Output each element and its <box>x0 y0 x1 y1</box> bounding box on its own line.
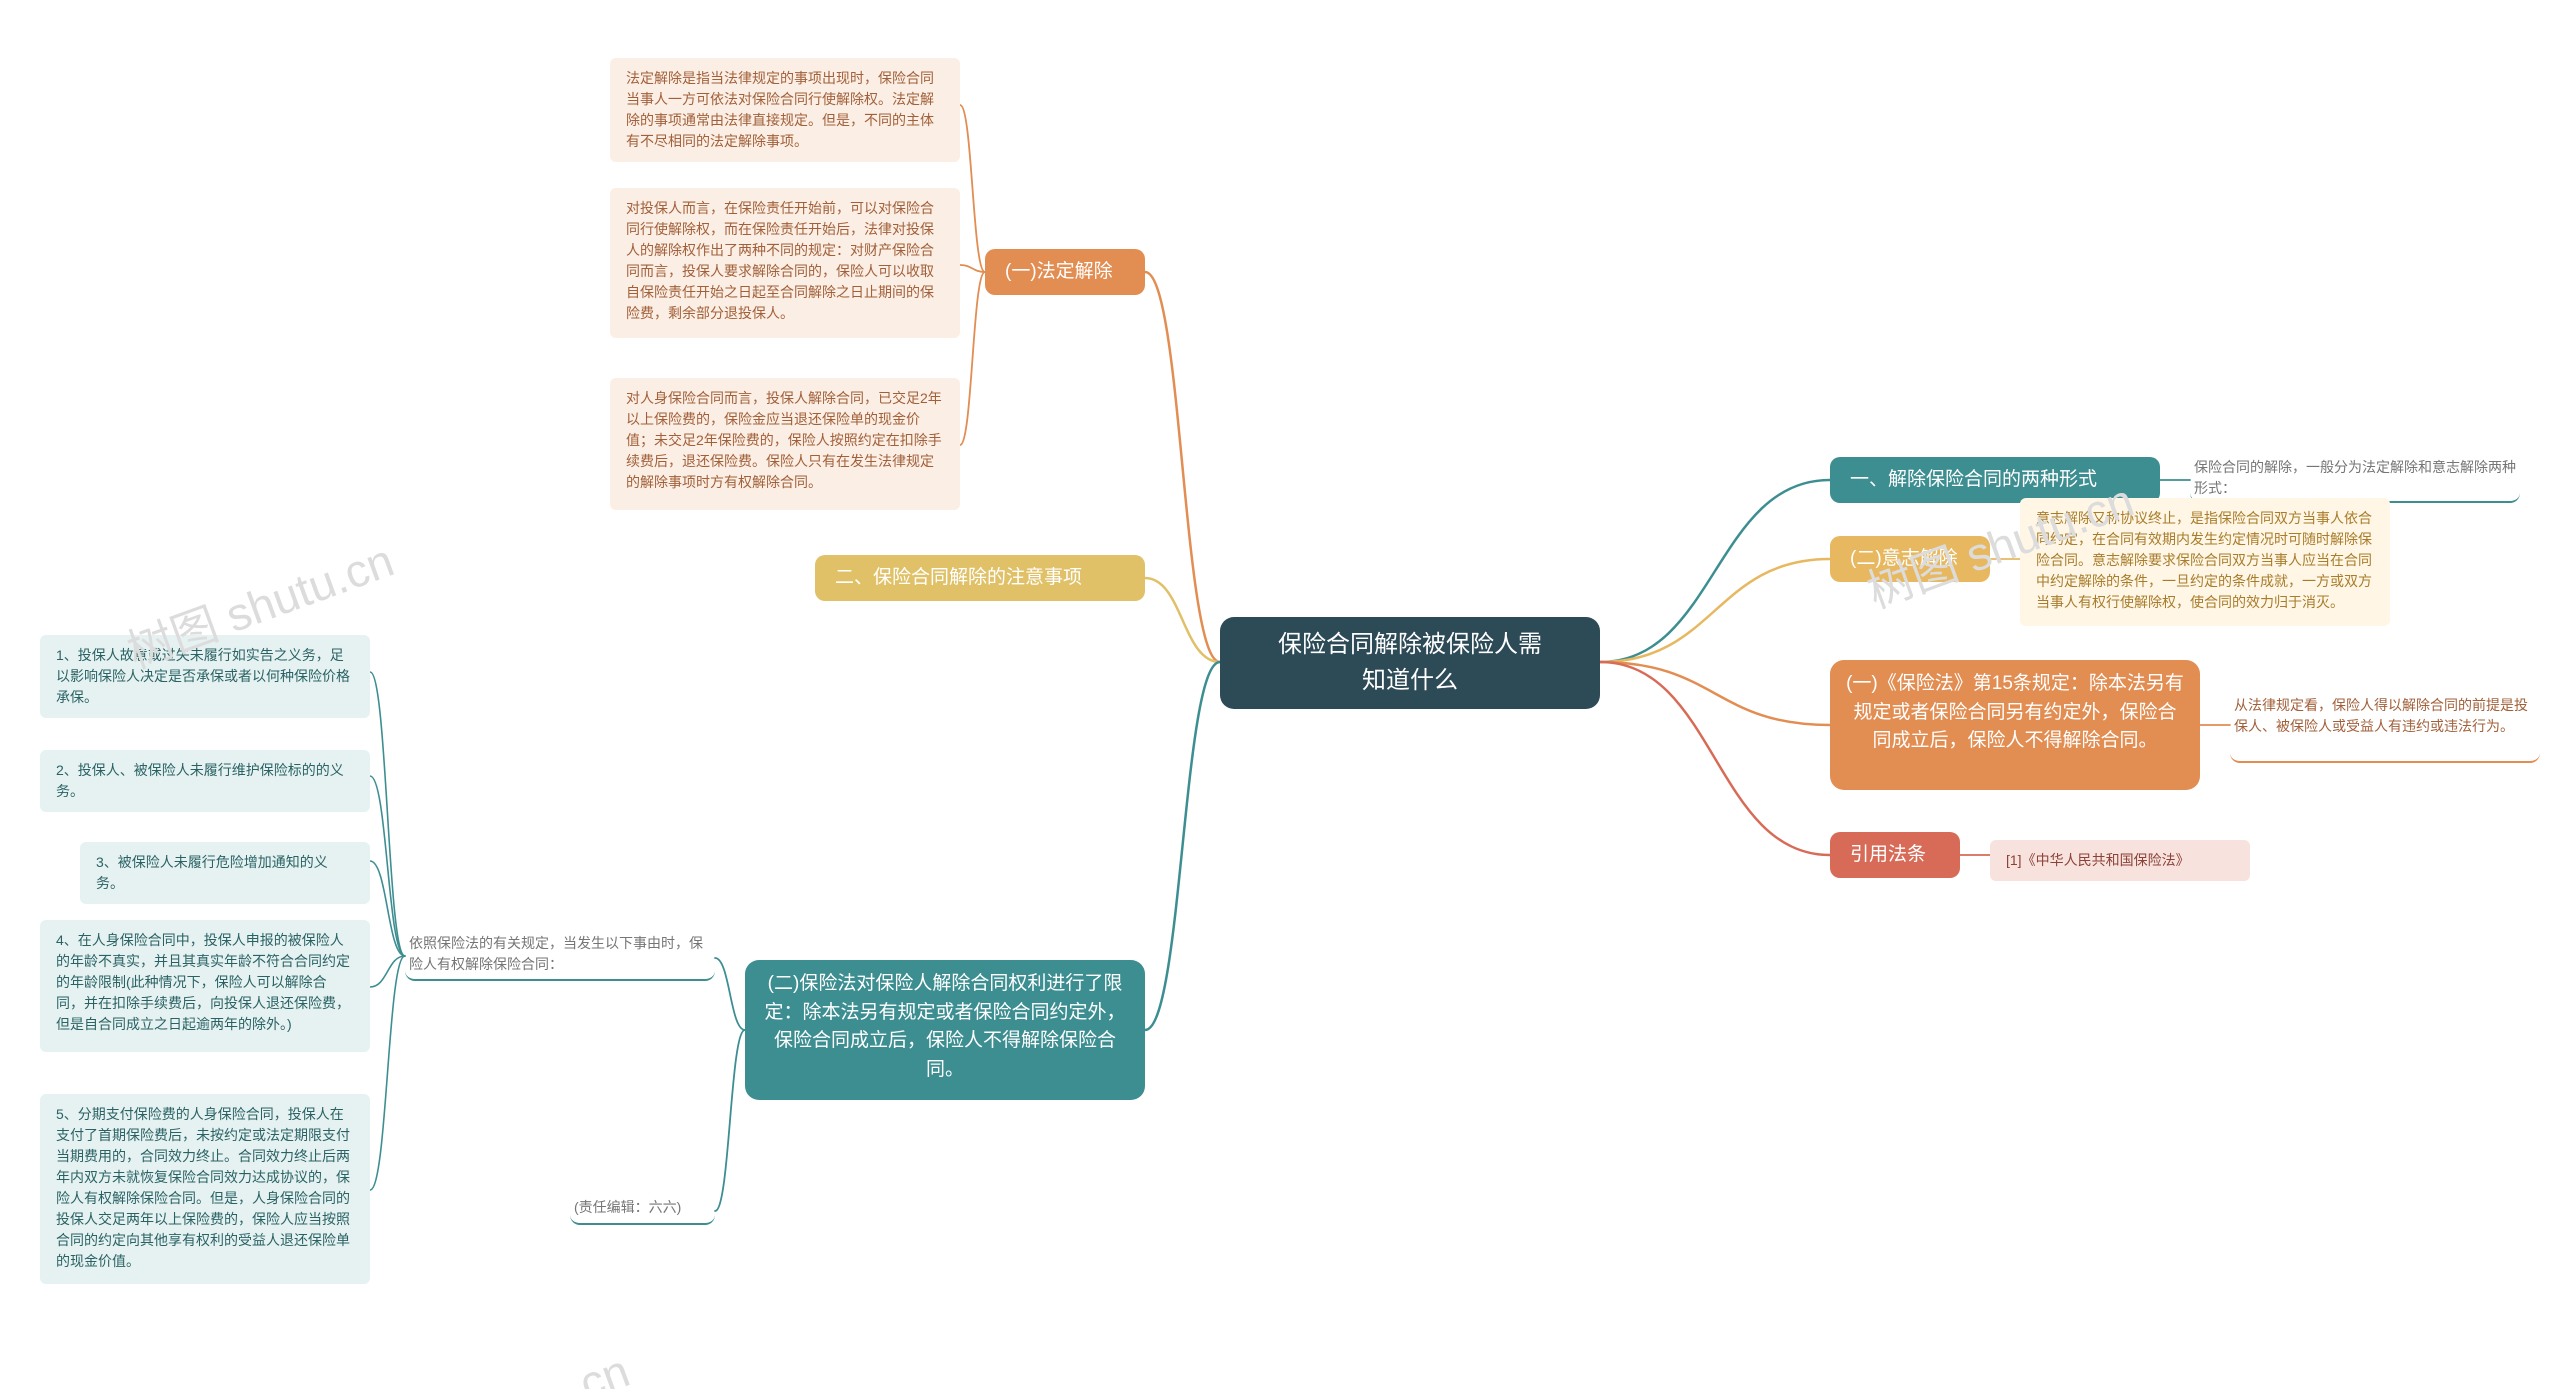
b7s2-text: 2、投保人、被保险人未履行维护保险标的的义务。 <box>56 760 354 802</box>
b1l1-text: 保险合同的解除，一般分为法定解除和意志解除两种形式： <box>2194 457 2516 499</box>
b5l2: 对投保人而言，在保险责任开始前，可以对保险合同行使解除权，而在保险责任开始后，法… <box>610 188 960 338</box>
b7editor: (责任编辑：六六) <box>570 1195 715 1225</box>
b4l1: [1]《中华人民共和国保险法》 <box>1990 840 2250 881</box>
b7editor-text: (责任编辑：六六) <box>574 1197 711 1218</box>
b1: 一、解除保险合同的两种形式 <box>1830 457 2160 503</box>
b5-text: (一)法定解除 <box>1005 258 1113 287</box>
b7s5: 5、分期支付保险费的人身保险合同，投保人在支付了首期保险费后，未按约定或法定期限… <box>40 1094 370 1284</box>
b3-text: (一)《保险法》第15条规定：除本法另有规定或者保险合同另有约定外，保险合同成立… <box>1846 670 2184 756</box>
b7s4-text: 4、在人身保险合同中，投保人申报的被保险人的年龄不真实，并且其真实年龄不符合合同… <box>56 930 354 1035</box>
b3: (一)《保险法》第15条规定：除本法另有规定或者保险合同另有约定外，保险合同成立… <box>1830 660 2200 790</box>
b5l1: 法定解除是指当法律规定的事项出现时，保险合同当事人一方可依法对保险合同行使解除权… <box>610 58 960 162</box>
b4-text: 引用法条 <box>1850 841 1926 870</box>
b7s4: 4、在人身保险合同中，投保人申报的被保险人的年龄不真实，并且其真实年龄不符合合同… <box>40 920 370 1052</box>
b6-text: 二、保险合同解除的注意事项 <box>835 564 1082 593</box>
b7s1-text: 1、投保人故意或过失未履行如实告之义务，足以影响保险人决定是否承保或者以何种保险… <box>56 645 354 708</box>
b3l1: 从法律规定看，保险人得以解除合同的前提是投保人、被保险人或受益人有违约或违法行为… <box>2230 693 2540 763</box>
b5l2-text: 对投保人而言，在保险责任开始前，可以对保险合同行使解除权，而在保险责任开始后，法… <box>626 198 944 324</box>
b5: (一)法定解除 <box>985 249 1145 295</box>
b4l1-text: [1]《中华人民共和国保险法》 <box>2006 850 2234 871</box>
b7s3: 3、被保险人未履行危险增加通知的义务。 <box>80 842 370 904</box>
b7s2: 2、投保人、被保险人未履行维护保险标的的义务。 <box>40 750 370 812</box>
b1-text: 一、解除保险合同的两种形式 <box>1850 466 2097 495</box>
b2-text: (二)意志解除 <box>1850 545 1958 574</box>
root-text: 保险合同解除被保险人需 知道什么 <box>1278 627 1542 699</box>
root: 保险合同解除被保险人需 知道什么 <box>1220 617 1600 709</box>
b7: (二)保险法对保险人解除合同权利进行了限定：除本法另有规定或者保险合同约定外，保… <box>745 960 1145 1100</box>
b7sub-text: 依照保险法的有关规定，当发生以下事由时，保险人有权解除保险合同： <box>409 933 711 975</box>
b2l1: 意志解除又称协议终止，是指保险合同双方当事人依合同约定，在合同有效期内发生约定情… <box>2020 498 2390 626</box>
b4: 引用法条 <box>1830 832 1960 878</box>
b2: (二)意志解除 <box>1830 536 1990 582</box>
b7s1: 1、投保人故意或过失未履行如实告之义务，足以影响保险人决定是否承保或者以何种保险… <box>40 635 370 718</box>
b2l1-text: 意志解除又称协议终止，是指保险合同双方当事人依合同约定，在合同有效期内发生约定情… <box>2036 508 2374 613</box>
b5l1-text: 法定解除是指当法律规定的事项出现时，保险合同当事人一方可依法对保险合同行使解除权… <box>626 68 944 152</box>
b1l1: 保险合同的解除，一般分为法定解除和意志解除两种形式： <box>2190 455 2520 503</box>
b3l1-text: 从法律规定看，保险人得以解除合同的前提是投保人、被保险人或受益人有违约或违法行为… <box>2234 695 2536 737</box>
b7s3-text: 3、被保险人未履行危险增加通知的义务。 <box>96 852 354 894</box>
b5l3-text: 对人身保险合同而言，投保人解除合同，已交足2年以上保险费的，保险金应当退还保险单… <box>626 388 944 493</box>
b7sub: 依照保险法的有关规定，当发生以下事由时，保险人有权解除保险合同： <box>405 931 715 981</box>
watermark: cn <box>572 1343 636 1389</box>
b5l3: 对人身保险合同而言，投保人解除合同，已交足2年以上保险费的，保险金应当退还保险单… <box>610 378 960 510</box>
b7-text: (二)保险法对保险人解除合同权利进行了限定：除本法另有规定或者保险合同约定外，保… <box>761 970 1129 1084</box>
b7s5-text: 5、分期支付保险费的人身保险合同，投保人在支付了首期保险费后，未按约定或法定期限… <box>56 1104 354 1272</box>
b6: 二、保险合同解除的注意事项 <box>815 555 1145 601</box>
